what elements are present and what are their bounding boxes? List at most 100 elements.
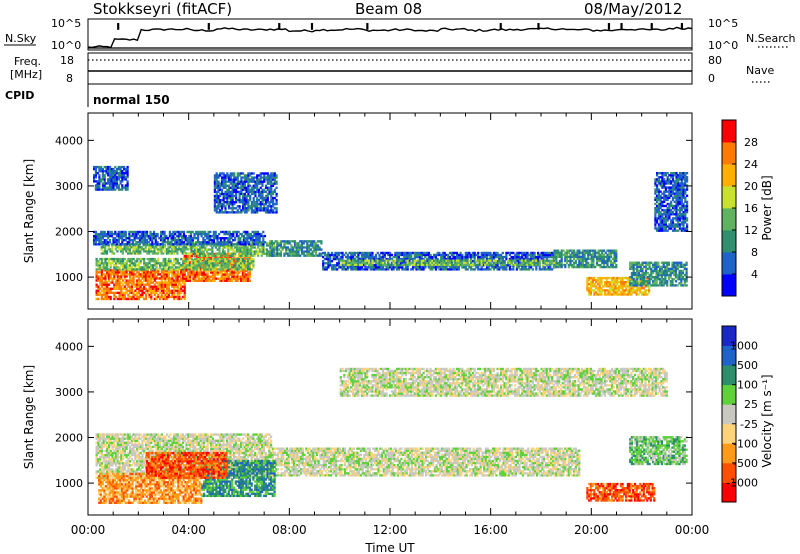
heatmap-cell <box>146 262 149 265</box>
heatmap-cell <box>114 257 118 261</box>
heatmap-cell <box>156 234 159 238</box>
heatmap-cell <box>129 273 132 276</box>
heatmap-cell <box>169 268 172 271</box>
heatmap-cell <box>422 259 425 262</box>
heatmap-cell <box>100 297 103 301</box>
heatmap-cell <box>517 251 520 255</box>
heatmap-cell <box>222 201 225 204</box>
heatmap-cell <box>141 289 144 292</box>
heatmap-cell <box>118 279 121 282</box>
heatmap-cell <box>519 251 522 255</box>
heatmap-cell <box>459 251 462 255</box>
heatmap-cell <box>119 243 122 246</box>
heatmap-cell <box>611 289 614 292</box>
heatmap-cell <box>216 234 219 238</box>
heatmap-cell <box>401 262 404 265</box>
heatmap-cell <box>182 241 186 244</box>
heatmap-cell <box>613 261 616 265</box>
heatmap-cell <box>590 253 593 256</box>
heatmap-cell <box>290 240 293 243</box>
heatmap-cell <box>587 251 590 254</box>
heatmap-cell <box>533 251 536 255</box>
heatmap-cell <box>418 263 422 266</box>
heatmap-cell <box>337 257 341 261</box>
heatmap-cell <box>255 250 258 253</box>
heatmap-cell <box>369 266 372 269</box>
heatmap-cell <box>241 264 244 267</box>
heatmap-cell <box>588 263 591 267</box>
heatmap-cell <box>120 275 123 278</box>
heatmap-cell <box>101 176 104 179</box>
heatmap-cell <box>239 237 242 240</box>
heatmap-cell <box>625 281 628 284</box>
heatmap-cell <box>652 280 655 283</box>
heatmap-cell <box>229 269 232 272</box>
heatmap-cell <box>113 260 116 263</box>
heatmap-cell <box>612 291 615 294</box>
heatmap-cell <box>380 263 383 266</box>
heatmap-cell <box>103 241 106 244</box>
heatmap-cell <box>573 261 576 265</box>
heatmap-cell <box>135 241 138 244</box>
heatmap-cell <box>208 269 211 272</box>
heatmap-cell <box>202 232 205 236</box>
heatmap-cell <box>397 266 400 269</box>
heatmap-cell <box>217 174 220 177</box>
heatmap-cell <box>374 253 378 257</box>
heatmap-cell <box>371 253 374 257</box>
heatmap-cell <box>220 257 223 261</box>
heatmap-cell <box>248 271 251 274</box>
heatmap-cell <box>459 255 462 259</box>
heatmap-cell <box>664 261 667 264</box>
heatmap-cell <box>286 240 289 243</box>
heatmap-cell <box>611 276 614 280</box>
heatmap-cell <box>171 285 174 288</box>
heatmap-cell <box>114 271 118 274</box>
heatmap-cell <box>236 266 239 269</box>
heatmap-cell <box>132 281 135 284</box>
heatmap-cell <box>173 289 176 292</box>
heatmap-cell <box>542 263 545 266</box>
heatmap-cell <box>119 232 122 236</box>
heatmap-cell <box>269 248 272 251</box>
heatmap-cell <box>174 279 177 282</box>
heatmap-cell <box>241 257 244 261</box>
heatmap-cell <box>666 280 669 283</box>
heatmap-cell <box>526 253 529 257</box>
heatmap-cell <box>327 251 330 255</box>
heatmap-cell <box>588 293 591 296</box>
heatmap-cell <box>153 289 156 292</box>
heatmap-cell <box>213 196 216 200</box>
heatmap-cell <box>157 293 160 297</box>
heatmap-cell <box>223 237 226 240</box>
heatmap-cell <box>232 230 235 234</box>
heatmap-cell <box>555 259 558 263</box>
heatmap-cell <box>220 211 224 214</box>
heatmap-cell <box>353 259 356 262</box>
heatmap-cell <box>681 263 685 266</box>
heatmap-cell <box>341 255 344 259</box>
heatmap-cell <box>630 278 633 281</box>
heatmap-cell <box>196 266 199 269</box>
heatmap-cell <box>188 243 191 246</box>
heatmap-cell <box>533 257 536 261</box>
heatmap-cell <box>216 252 219 255</box>
heatmap-cell <box>169 271 172 274</box>
heatmap-cell <box>436 261 439 264</box>
heatmap-cell <box>637 263 641 266</box>
heatmap-cell <box>217 268 220 271</box>
heatmap-cell <box>408 257 411 261</box>
heatmap-cell <box>167 295 170 299</box>
heatmap-cell <box>496 268 499 271</box>
heatmap-cell <box>394 253 397 257</box>
heatmap-cell <box>210 262 213 265</box>
heatmap-cell <box>162 295 165 299</box>
heatmap-cell <box>114 241 117 244</box>
heatmap-cell <box>236 262 239 265</box>
heatmap-cell <box>107 273 111 276</box>
heatmap-cell <box>93 167 96 171</box>
heatmap-cell <box>623 289 626 292</box>
heatmap-cell <box>204 239 207 242</box>
heatmap-cell <box>188 261 192 264</box>
heatmap-cell <box>228 239 231 242</box>
